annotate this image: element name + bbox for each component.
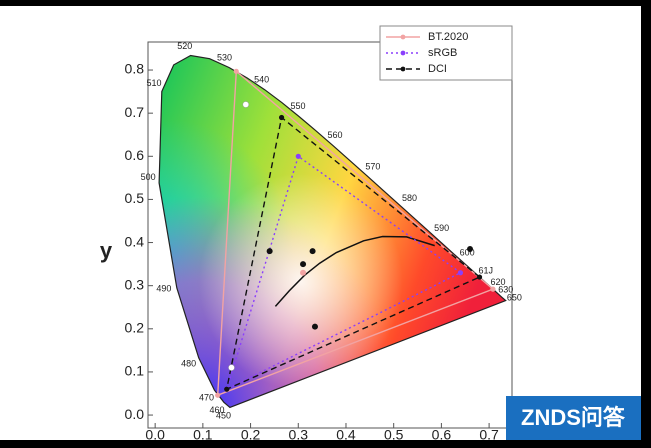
wavelength-label: 530: [217, 52, 232, 62]
wavelength-label: 560: [328, 130, 343, 140]
y-tick-label: 0.6: [125, 147, 145, 163]
gamut-triangle: [225, 116, 481, 391]
wavelength-label: 650: [507, 293, 522, 303]
gamut-vertex: [457, 270, 464, 276]
y-tick-label: 0.1: [125, 363, 145, 379]
marker-point: [266, 248, 273, 255]
wavelength-label: 450: [216, 411, 231, 421]
wavelength-label: 620: [491, 277, 506, 287]
wavelength-label: 590: [434, 223, 449, 233]
legend-swatch-dot: [400, 34, 406, 40]
x-tick-label: 0.5: [384, 427, 404, 443]
wavelength-label: 520: [177, 41, 192, 51]
x-tick-label: 0.4: [336, 427, 356, 443]
wavelength-label: 510: [146, 78, 161, 88]
gamut-vertex: [233, 68, 239, 74]
y-tick-label: 0.0: [125, 406, 145, 422]
gamut-vertex: [215, 392, 221, 398]
watermark: ZNDS问答: [521, 405, 626, 430]
wavelength-label: 480: [181, 359, 196, 369]
marker-point: [228, 364, 235, 371]
y-axis-label: y: [100, 238, 113, 263]
marker-point: [242, 101, 250, 108]
wavelength-label: 630: [498, 285, 513, 295]
gamut-vertex: [278, 114, 285, 121]
gamut-vertex: [295, 153, 301, 159]
y-tick-label: 0.7: [125, 104, 145, 120]
marker-point: [300, 269, 307, 276]
y-tick-label: 0.2: [125, 320, 145, 336]
gamut-vertex: [490, 286, 496, 292]
legend-label: sRGB: [428, 47, 457, 59]
marker-point: [467, 246, 474, 253]
x-tick-label: 0.0: [145, 427, 165, 443]
marker-point: [300, 261, 307, 268]
wavelength-label: 490: [156, 283, 171, 293]
gamut-vertex: [476, 274, 483, 280]
wavelength-label: 550: [291, 101, 306, 111]
gamut-vertex: [224, 386, 230, 392]
x-tick-label: 0.6: [432, 427, 452, 443]
wavelength-label: 580: [402, 193, 417, 203]
x-tick-label: 0.1: [193, 427, 213, 443]
x-tick-label: 0.3: [289, 427, 309, 443]
legend-label: BT.2020: [428, 31, 468, 43]
legend-swatch-dot: [400, 66, 406, 72]
y-tick-label: 0.8: [125, 61, 145, 77]
gamut-triangle: [225, 155, 462, 391]
marker-point: [311, 323, 318, 330]
wavelength-label: 540: [254, 74, 269, 84]
planckian-locus: [274, 235, 435, 307]
wavelength-label: 470: [199, 392, 214, 402]
legend-swatch-dot: [400, 50, 406, 56]
wavelength-label: 500: [141, 172, 156, 182]
gamut-triangle: [216, 69, 495, 397]
legend-label: DCI: [428, 63, 447, 75]
wavelength-label: 61J: [479, 265, 494, 275]
watermark-bg: [506, 396, 641, 440]
x-tick-label: 0.7: [479, 427, 499, 443]
y-tick-label: 0.5: [125, 190, 145, 206]
wavelength-label: 460: [209, 405, 224, 415]
wavelength-label: 570: [365, 161, 380, 171]
marker-point: [309, 248, 316, 255]
x-tick-label: 0.2: [241, 427, 261, 443]
y-tick-label: 0.4: [125, 233, 145, 249]
y-tick-label: 0.3: [125, 276, 145, 292]
wavelength-label: 600: [460, 247, 475, 257]
